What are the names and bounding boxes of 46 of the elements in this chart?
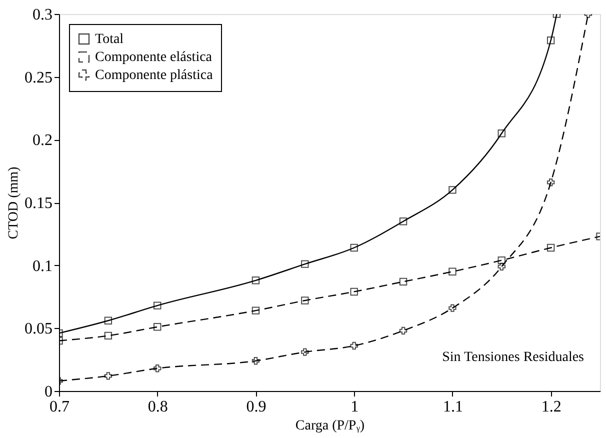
y-tick-label: 0.25 [24,69,52,86]
x-tick-label: 0.7 [50,398,70,416]
x-tick-label: 1 [350,398,359,416]
legend-label: Componente elástica [95,50,213,65]
y-axis-title: CTOD (mm) [6,166,22,240]
point [252,276,260,284]
point [104,372,112,380]
point [350,244,358,252]
point [301,296,309,304]
point [104,332,112,340]
point [399,278,408,286]
point [350,288,358,296]
point [104,316,112,324]
y-tick-label: 0.3 [32,6,52,24]
point [546,244,555,252]
y-tick-label: 0.2 [32,132,52,150]
point [448,186,456,194]
x-tick-label: 1.1 [442,398,463,416]
y-tick-label: 0.05 [24,320,52,338]
x-axis-title: Carga (P/Pᵧ) [295,418,365,434]
point [498,262,506,270]
point [154,364,162,372]
annotation: Sin Tensiones Residuales [442,350,584,365]
point [498,256,506,264]
x-tick-label: 1.2 [541,398,562,416]
legend-label: Componente plástica [95,68,214,83]
x-tick-label: 0.9 [246,398,266,416]
point [399,217,408,226]
point [252,306,260,314]
point [350,342,358,350]
y-tick-label: 0.1 [32,258,52,275]
legend-label: Total [95,32,124,47]
point [546,36,555,44]
point [154,323,162,331]
point [154,302,162,310]
point [546,178,555,186]
point [448,268,456,276]
point [448,304,456,312]
y-tick-label: 0.15 [24,195,52,212]
point [399,326,408,335]
point [301,260,309,268]
point [252,356,260,365]
point [301,348,309,356]
point [498,130,506,138]
y-tick-label: 0 [44,384,52,400]
x-tick-label: 0.8 [148,398,168,416]
